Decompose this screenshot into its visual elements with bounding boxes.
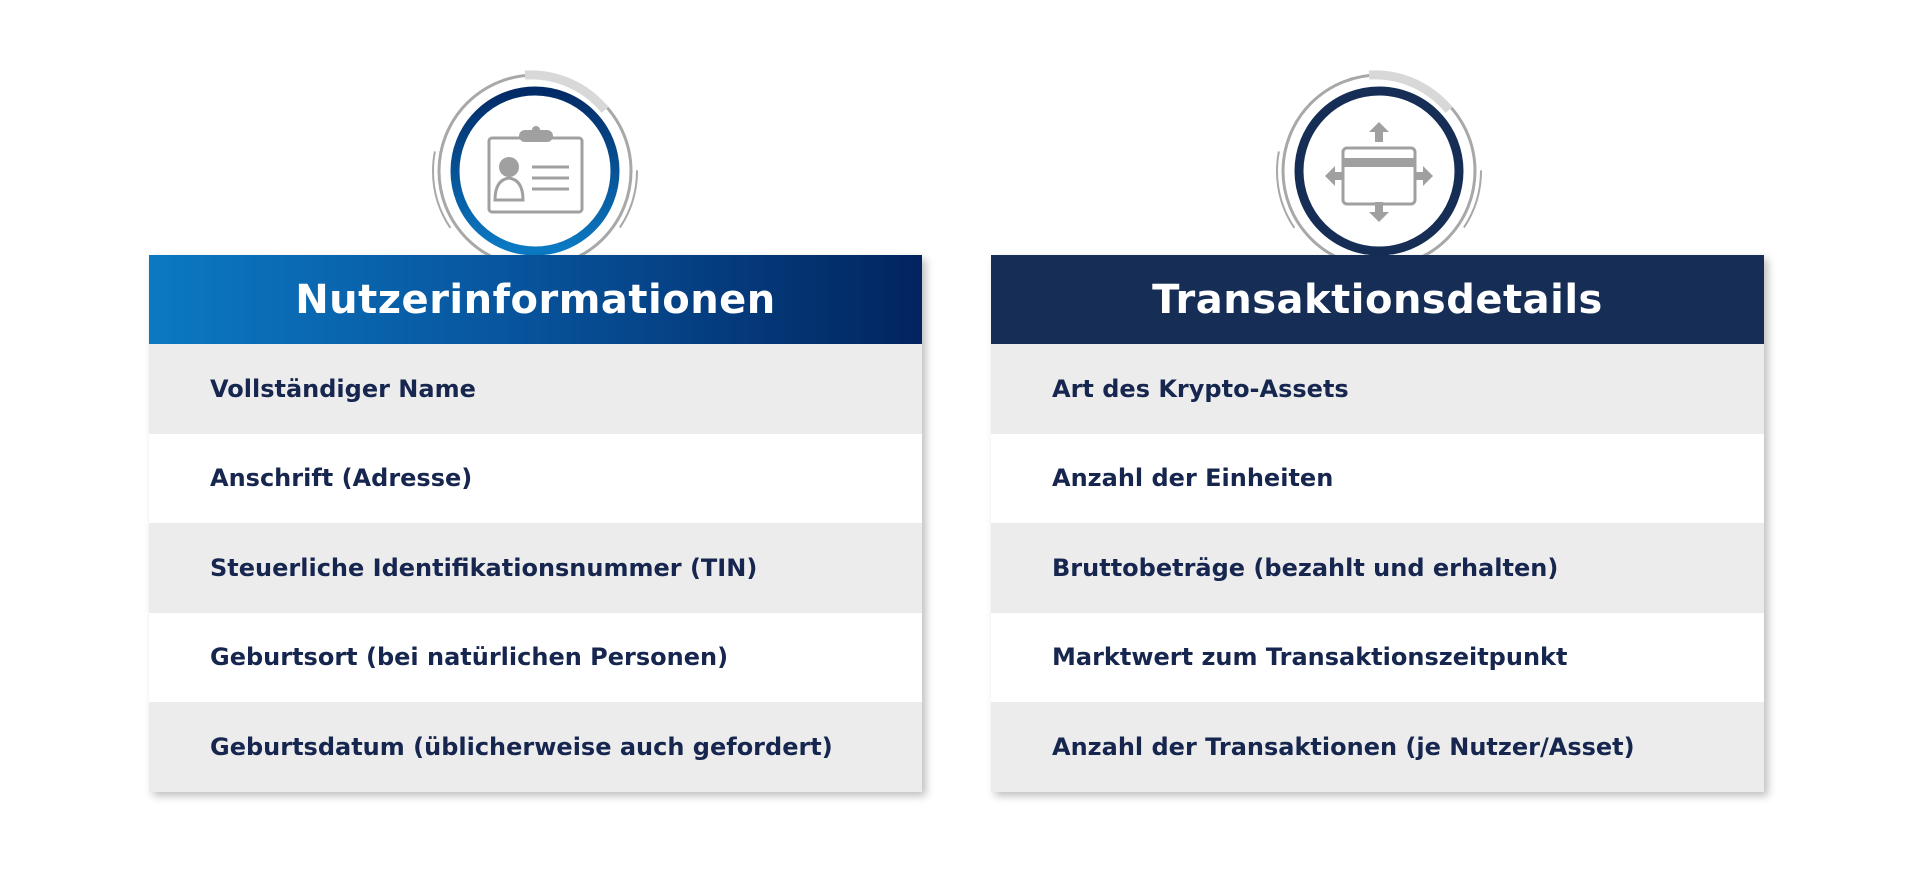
user-info-card: Nutzerinformationen Vollständiger Name A… [149, 255, 922, 792]
user-info-title: Nutzerinformationen [149, 255, 922, 344]
list-item: Art des Krypto-Assets [991, 344, 1764, 434]
list-item: Anschrift (Adresse) [149, 433, 922, 523]
list-item: Anzahl der Einheiten [991, 433, 1764, 523]
list-item: Steuerliche Identifikationsnummer (TIN) [149, 523, 922, 613]
list-item: Marktwert zum Transaktionszeitpunkt [991, 612, 1764, 702]
card-transfer-icon [1276, 68, 1482, 274]
transaction-details-card: Transaktionsdetails Art des Krypto-Asset… [991, 255, 1764, 792]
list-item: Anzahl der Transaktionen (je Nutzer/Asse… [991, 702, 1764, 792]
user-info-list: Vollständiger Name Anschrift (Adresse) S… [149, 344, 922, 792]
list-item: Vollständiger Name [149, 344, 922, 434]
list-item: Bruttobeträge (bezahlt und erhalten) [991, 523, 1764, 613]
transaction-details-list: Art des Krypto-Assets Anzahl der Einheit… [991, 344, 1764, 792]
list-item: Geburtsdatum (üblicherweise auch geforde… [149, 702, 922, 792]
transaction-details-title: Transaktionsdetails [991, 255, 1764, 344]
list-item: Geburtsort (bei natürlichen Personen) [149, 612, 922, 702]
id-card-icon [432, 68, 638, 274]
